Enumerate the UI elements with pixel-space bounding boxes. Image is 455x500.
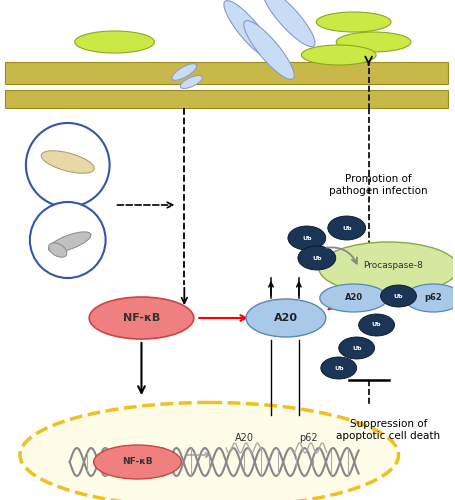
Text: Ub: Ub [342,226,351,230]
Text: NF-κB: NF-κB [123,313,160,323]
Bar [5,62,448,84]
Ellipse shape [298,246,336,270]
Ellipse shape [319,242,455,294]
Ellipse shape [316,12,391,32]
Text: Ub: Ub [394,294,403,298]
Ellipse shape [180,76,202,88]
Ellipse shape [244,20,294,80]
Ellipse shape [75,31,154,53]
Ellipse shape [339,337,374,359]
Text: Ub: Ub [312,256,322,260]
Text: Promotion of
pathogen infection: Promotion of pathogen infection [329,174,428,196]
Ellipse shape [359,314,394,336]
Text: Suppression of
apoptotic cell death: Suppression of apoptotic cell death [337,419,440,441]
Ellipse shape [404,284,455,312]
Ellipse shape [172,64,197,80]
Text: Ub: Ub [302,236,312,240]
Ellipse shape [20,402,399,500]
Text: A20: A20 [344,294,363,302]
Circle shape [30,202,106,278]
Text: p62: p62 [299,433,318,443]
Ellipse shape [301,45,376,65]
Text: Ub: Ub [372,322,381,328]
Bar [5,90,448,108]
Text: A20: A20 [235,433,253,443]
Ellipse shape [263,0,315,46]
Ellipse shape [328,216,366,240]
Ellipse shape [380,285,416,307]
Text: NF-κB: NF-κB [122,458,153,466]
Text: Ub: Ub [334,366,344,370]
Ellipse shape [288,226,326,250]
Text: A20: A20 [274,313,298,323]
Text: Ub: Ub [352,346,361,350]
Ellipse shape [89,297,194,339]
Ellipse shape [320,284,388,312]
Circle shape [26,123,110,207]
Ellipse shape [49,243,67,257]
Ellipse shape [336,32,411,52]
Ellipse shape [246,299,326,337]
Ellipse shape [224,0,274,60]
Text: Procaspase-8: Procaspase-8 [364,262,424,270]
Ellipse shape [41,151,94,173]
Ellipse shape [94,445,182,479]
Ellipse shape [49,232,91,252]
Ellipse shape [321,357,357,379]
Text: p62: p62 [425,294,442,302]
